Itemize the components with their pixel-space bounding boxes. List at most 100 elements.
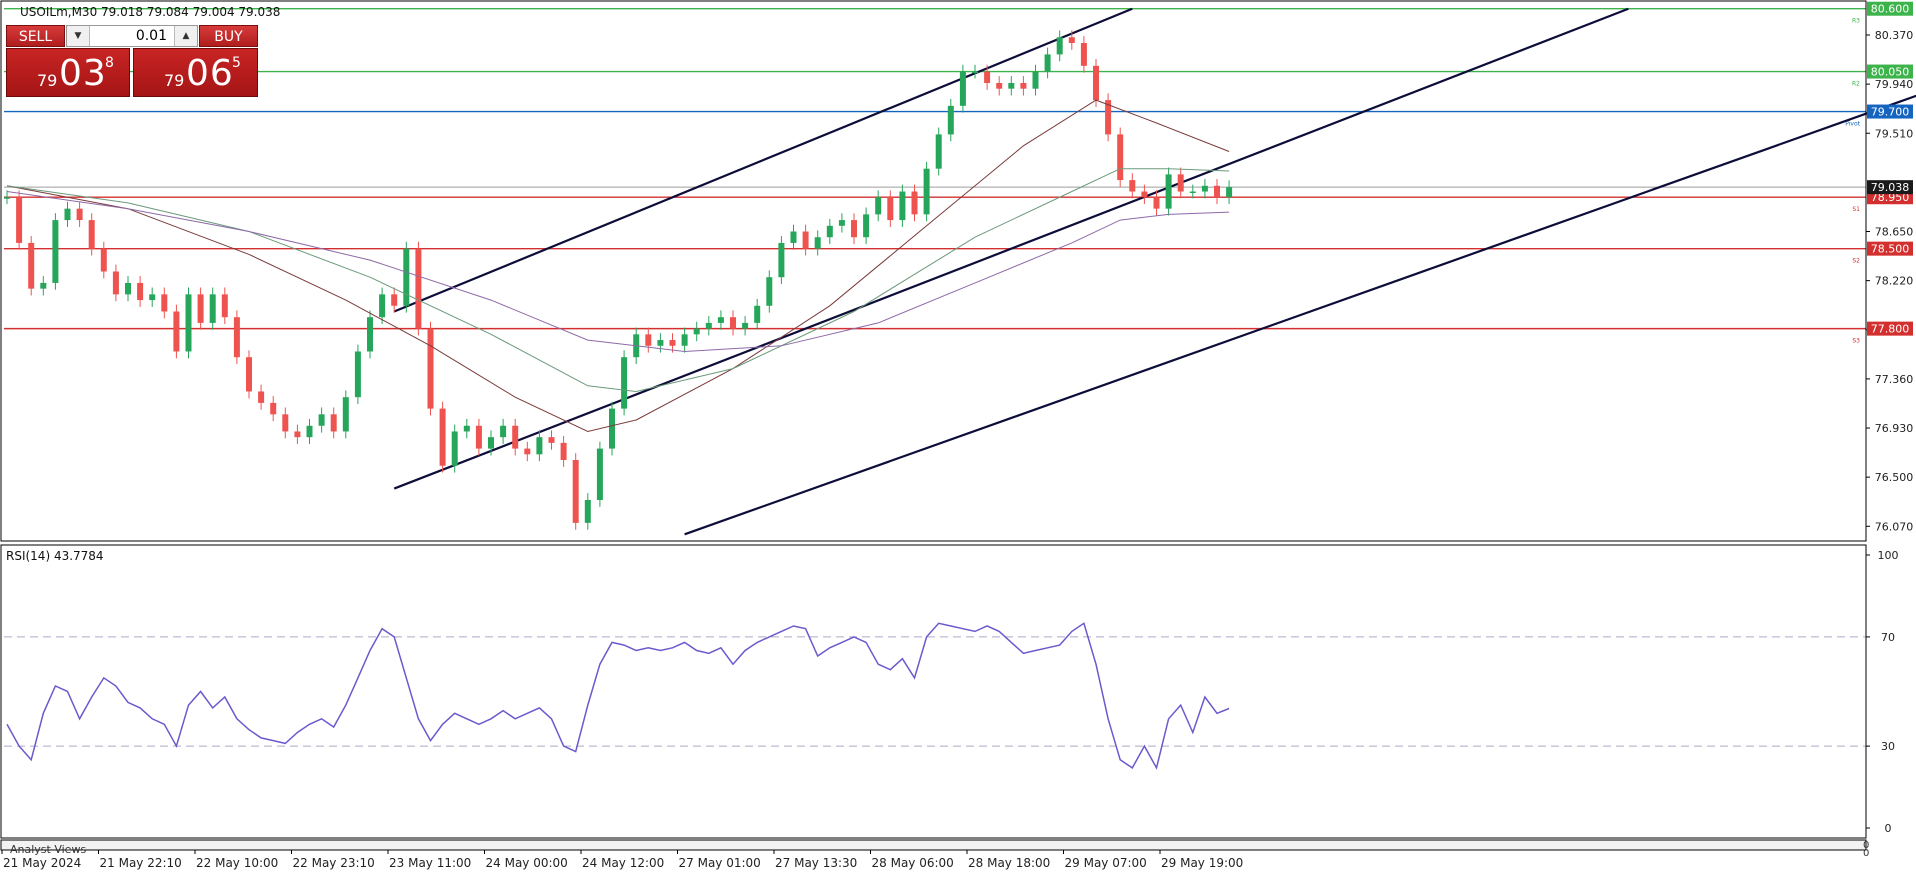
candle-body xyxy=(657,340,664,346)
candle-body xyxy=(887,197,894,221)
candle-body xyxy=(258,391,265,403)
candle-body xyxy=(342,397,349,432)
level-axis-label: 80.600 xyxy=(1871,3,1910,16)
x-tick-label: 28 May 18:00 xyxy=(968,856,1050,870)
channel-line-0 xyxy=(393,7,1133,313)
moving-average-1 xyxy=(6,168,1230,393)
analyst-views-bar xyxy=(0,839,1867,851)
candle-body xyxy=(959,71,966,106)
candle-body xyxy=(149,294,156,301)
lot-decrease-icon[interactable]: ▼ xyxy=(67,26,90,46)
symbol-info: USOILm,M30 xyxy=(20,5,97,19)
candle-body xyxy=(475,425,482,449)
candle-body xyxy=(270,402,277,415)
scroll-bottom-label: 0 xyxy=(1863,848,1869,859)
candle-body xyxy=(415,248,422,329)
x-tick-label: 23 May 11:00 xyxy=(389,856,471,870)
candle-body xyxy=(209,294,216,323)
lot-size-input[interactable]: ▼ 0.01 ▲ xyxy=(66,25,198,47)
candle-body xyxy=(28,242,35,289)
candle-body xyxy=(403,248,410,306)
candle-body xyxy=(1177,174,1184,192)
x-tick-label: 21 May 2024 xyxy=(3,856,81,870)
candle-body xyxy=(584,500,591,523)
ask-price-box[interactable]: 79 06 5 xyxy=(133,48,258,97)
buy-button[interactable]: BUY xyxy=(199,25,258,47)
candle-body xyxy=(560,442,567,461)
candle-body xyxy=(463,425,470,432)
candle-body xyxy=(88,220,95,249)
candle-body xyxy=(500,425,507,438)
level-axis-box xyxy=(1867,1,1913,16)
candle-body xyxy=(645,334,652,346)
candle-body xyxy=(379,294,386,318)
level-axis-box xyxy=(1867,64,1913,79)
candle-body xyxy=(838,220,845,226)
candle-body xyxy=(246,357,252,392)
candle-body xyxy=(233,317,240,358)
candle-body xyxy=(173,311,180,352)
candle-body xyxy=(1105,100,1112,135)
lot-increase-icon[interactable]: ▲ xyxy=(174,26,197,46)
candle-body xyxy=(512,425,519,449)
candle-body xyxy=(935,134,942,169)
current-price-box xyxy=(1867,180,1913,195)
candle-body xyxy=(972,71,978,74)
moving-average-2 xyxy=(6,191,1230,353)
candle-body xyxy=(730,317,736,329)
candle-body xyxy=(294,431,301,438)
level-axis-label: 80.050 xyxy=(1871,66,1910,79)
candle-body xyxy=(814,237,821,249)
candle-body xyxy=(52,220,59,283)
candle-body xyxy=(306,425,313,438)
analyst-views-label[interactable]: Analyst Views xyxy=(10,843,86,856)
candle-body xyxy=(16,197,23,243)
level-axis-box xyxy=(1867,241,1913,256)
current-price-label: 79.038 xyxy=(1871,181,1910,194)
candle-body xyxy=(221,294,228,318)
channel-line-1 xyxy=(393,7,1629,490)
candle-body xyxy=(137,282,144,301)
channel-line-2 xyxy=(684,94,1916,536)
candle-body xyxy=(1093,65,1099,101)
candle-body xyxy=(1129,180,1136,192)
price-frame xyxy=(0,0,1867,542)
candle-body xyxy=(40,282,47,289)
candle-body xyxy=(439,408,446,466)
level-axis-box xyxy=(1867,321,1913,336)
lot-value[interactable]: 0.01 xyxy=(135,28,167,44)
x-tick-label: 22 May 23:10 xyxy=(293,856,375,870)
candle-body xyxy=(4,197,10,199)
bid-price-box[interactable]: 79 03 8 xyxy=(6,48,130,97)
ask-sup-digit: 5 xyxy=(232,55,241,71)
level-axis-box xyxy=(1867,104,1913,119)
y-tick-label: 78.220 xyxy=(1875,275,1914,288)
candle-body xyxy=(826,225,833,238)
candle-body xyxy=(947,105,954,135)
candle-body xyxy=(318,414,325,426)
price-pane[interactable]: R3 R2 Pivot S1 S2 S3 xyxy=(4,7,1916,536)
candle-body xyxy=(923,168,930,215)
sell-button[interactable]: SELL xyxy=(6,25,65,47)
y-tick-label: 77.360 xyxy=(1875,373,1914,386)
candle-body xyxy=(1068,37,1075,43)
candle-body xyxy=(282,414,289,432)
candle-body xyxy=(609,408,615,449)
rsi-pane[interactable] xyxy=(4,622,1866,770)
y-tick-label: 76.500 xyxy=(1875,471,1914,484)
rsi-y-tick-label: 0 xyxy=(1885,822,1892,835)
candle-body xyxy=(996,82,1003,89)
ohlc-readout: 79.018 79.084 79.004 79.038 xyxy=(101,5,280,19)
level-tag-S1: S1 xyxy=(1852,206,1860,213)
candle-body xyxy=(1214,185,1220,198)
bid-big-digits: 03 xyxy=(59,53,107,94)
candle-body xyxy=(621,357,628,409)
candle-body xyxy=(1056,37,1063,55)
one-click-trading-panel: SELL ▼ 0.01 ▲ BUY 79 03 8 79 06 5 xyxy=(6,25,258,97)
candle-body xyxy=(64,208,71,221)
level-tag-R2: R2 xyxy=(1852,81,1860,88)
x-tick-label: 29 May 07:00 xyxy=(1065,856,1147,870)
candle-body xyxy=(354,351,361,398)
